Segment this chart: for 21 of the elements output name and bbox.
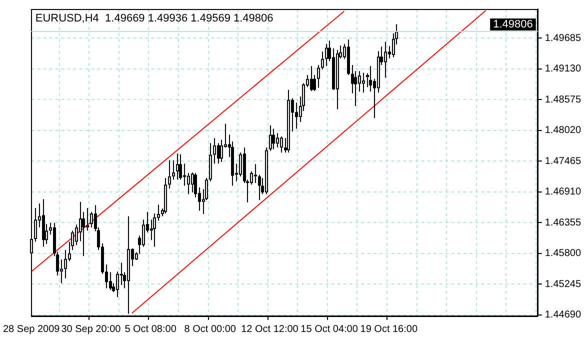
y-tick-label: 1.46910: [544, 186, 582, 198]
chart-title: EURUSD,H4 1.49669 1.49936 1.49569 1.49806: [35, 12, 274, 25]
y-tick-label: 1.45800: [544, 248, 582, 260]
candlestick: [254, 164, 257, 184]
x-tick-label: 30 Sep 20:00: [61, 324, 122, 335]
y-tick-label: 1.46355: [544, 217, 582, 228]
x-tick-label: 15 Oct 04:00: [300, 324, 358, 335]
x-tick-label: 8 Oct 00:00: [184, 324, 236, 335]
y-tick-label: 1.49685: [544, 32, 582, 44]
y-tick-label: 1.45245: [544, 278, 582, 290]
y-tick-label: 1.48020: [544, 125, 582, 136]
x-tick-label: 28 Sep 2009: [3, 324, 60, 335]
x-tick-label: 19 Oct 16:00: [360, 324, 418, 335]
x-tick-label: 12 Oct 12:00: [241, 324, 299, 335]
y-tick-label: 1.49130: [544, 64, 582, 75]
candlestick: [183, 164, 186, 186]
y-tick-label: 1.48575: [544, 94, 582, 106]
ref-line-label: 1.49806: [493, 18, 533, 31]
y-tick-label: 1.47465: [544, 156, 582, 167]
x-tick-label: 5 Oct 08:00: [124, 324, 177, 335]
y-tick-label: 1.44690: [544, 310, 582, 321]
